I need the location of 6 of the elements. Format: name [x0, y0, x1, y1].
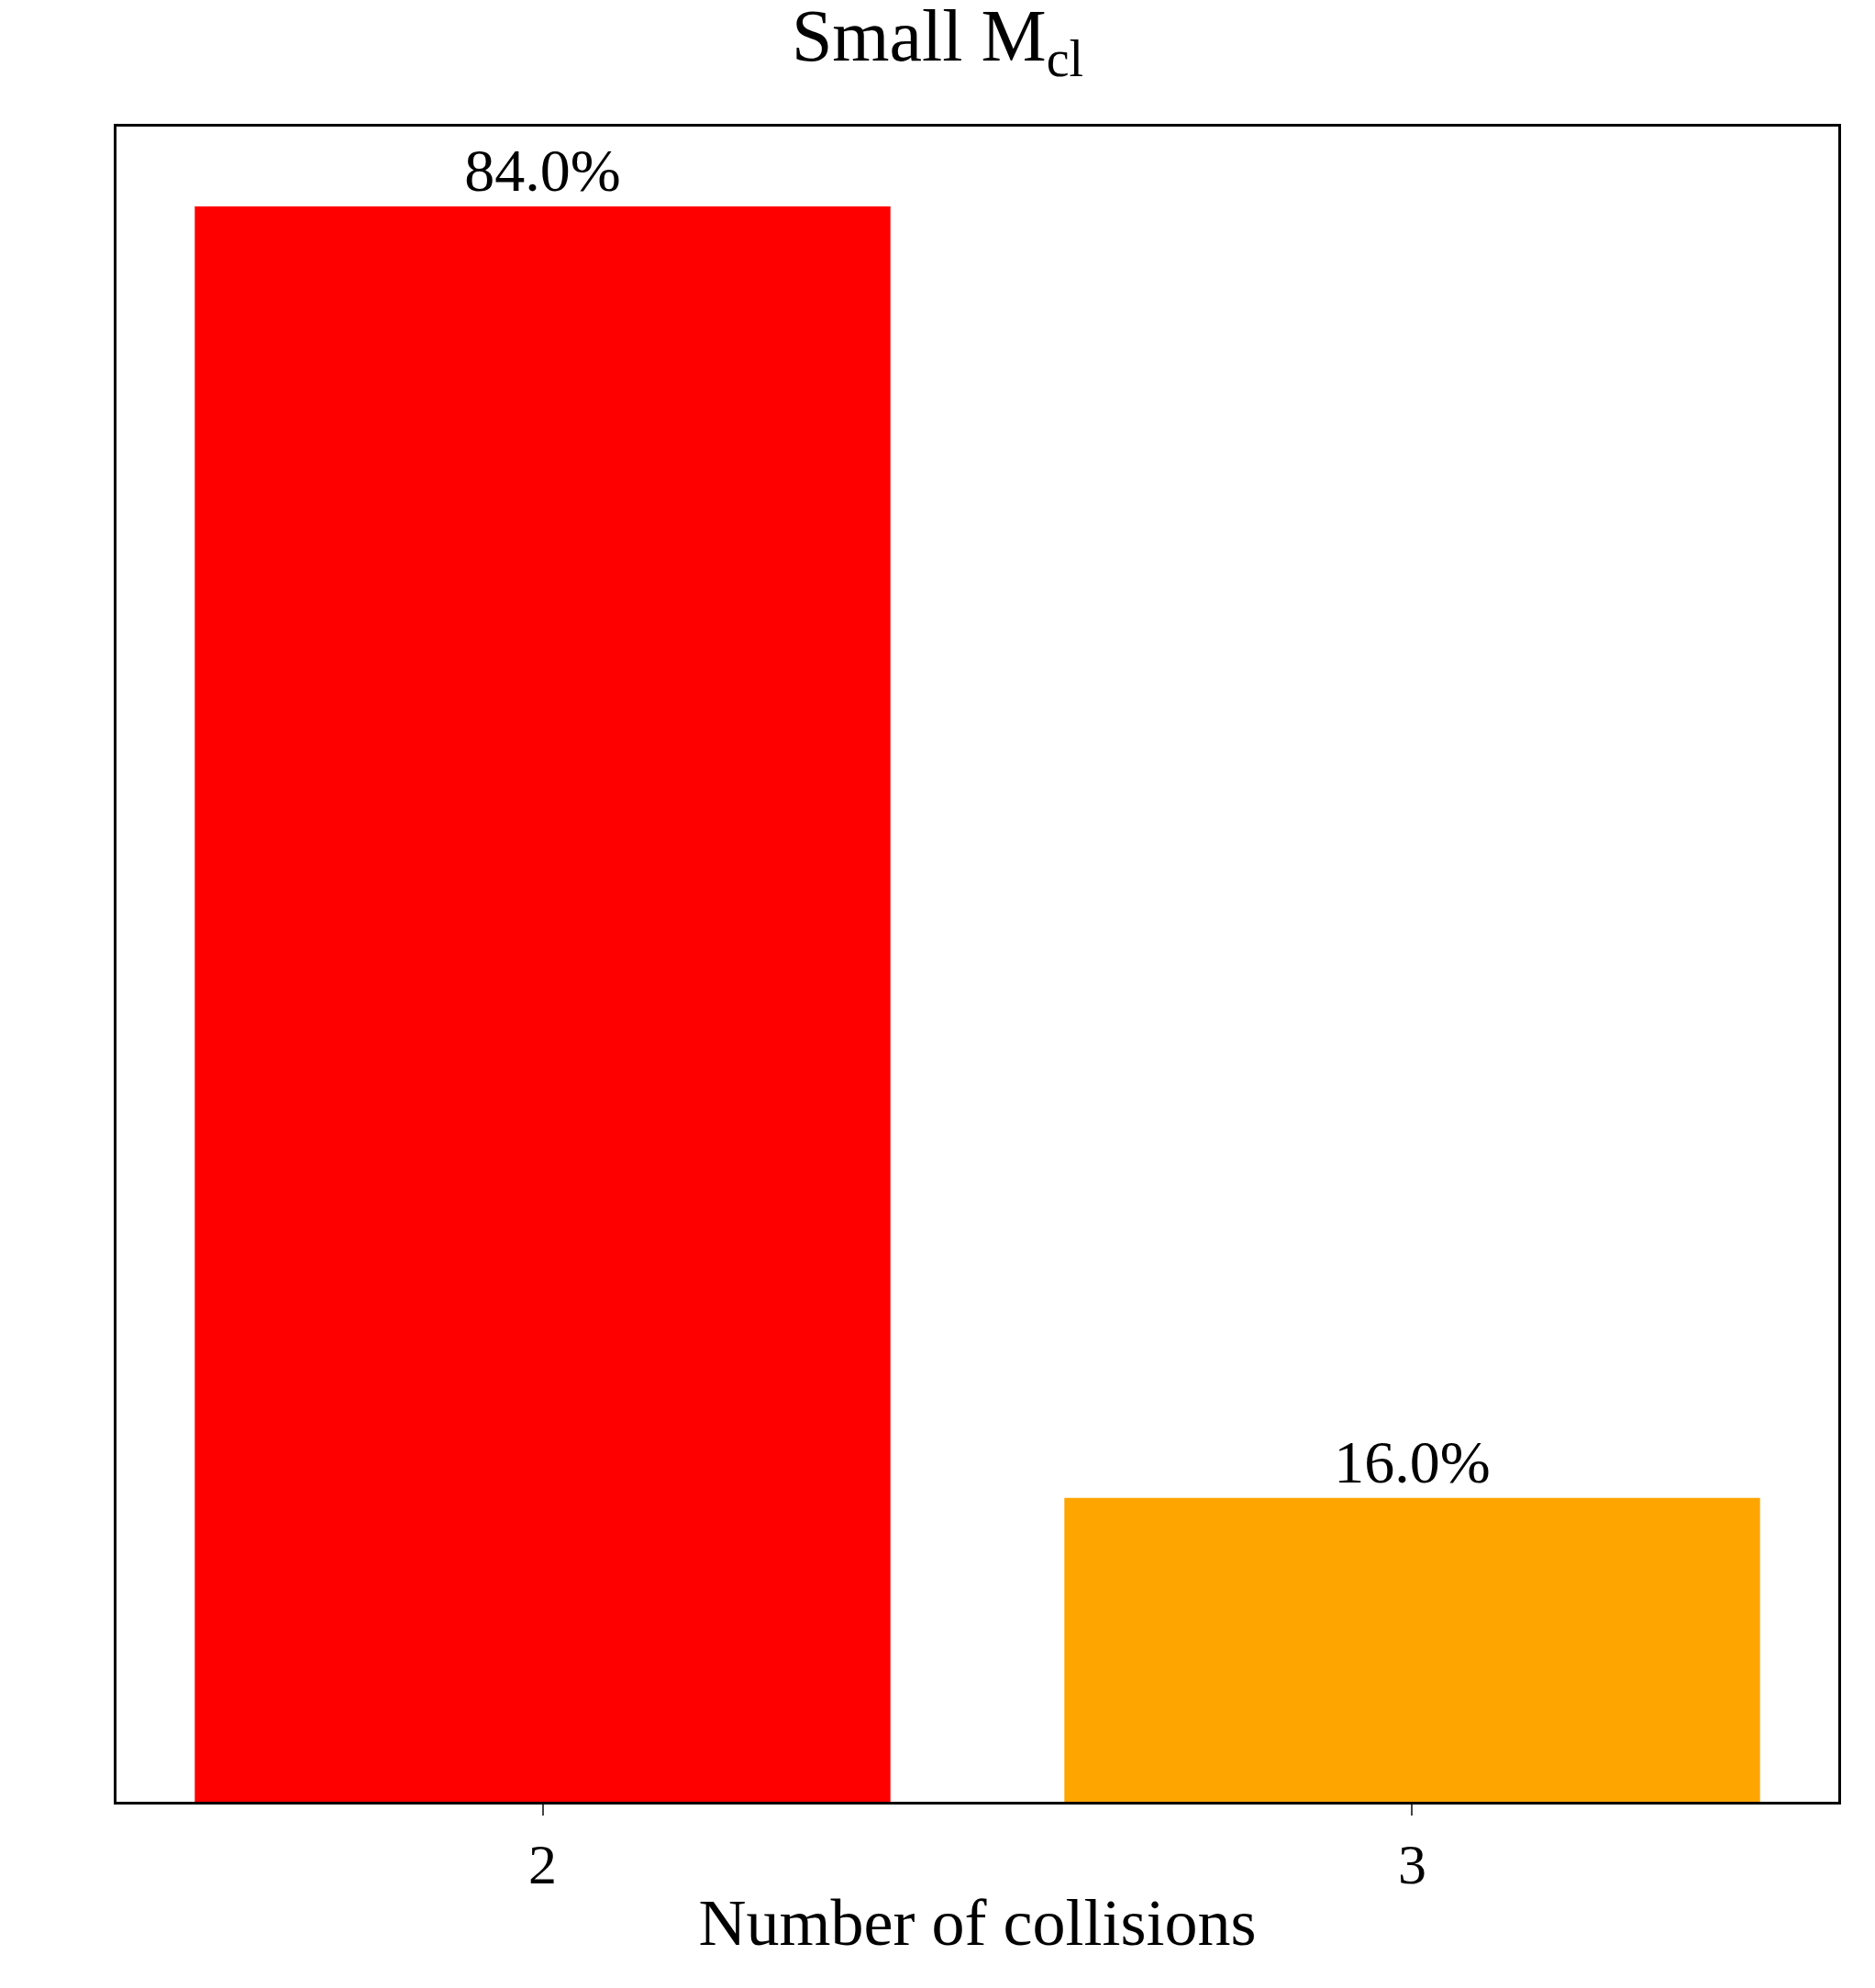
x-tick-label: 3 [1397, 1833, 1426, 1896]
chart-title: Small M$_{cl}$ [791, 0, 1084, 87]
x-tick-label: 2 [528, 1833, 558, 1896]
data-label: 84.0% [464, 136, 621, 204]
x-axis-title: Number of collisions [698, 1886, 1257, 1960]
data-label: 16.0% [1334, 1427, 1491, 1495]
